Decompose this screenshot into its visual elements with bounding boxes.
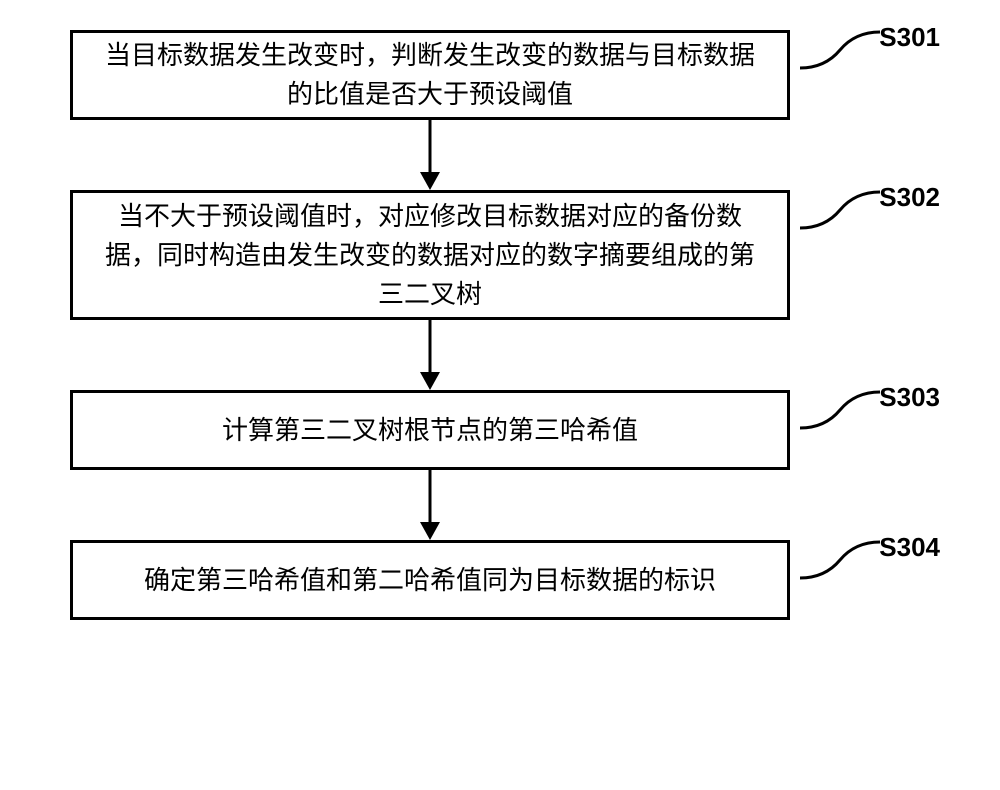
step-connector bbox=[800, 390, 880, 432]
step-box-s302: 当不大于预设阈值时，对应修改目标数据对应的备份数据，同时构造由发生改变的数据对应… bbox=[70, 190, 790, 320]
step-text: 确定第三哈希值和第二哈希值同为目标数据的标识 bbox=[144, 561, 716, 600]
flowchart-arrow bbox=[70, 470, 790, 540]
step-label: S301 bbox=[879, 22, 940, 53]
down-arrow-icon bbox=[410, 320, 450, 390]
step-text: 计算第三二叉树根节点的第三哈希值 bbox=[222, 411, 638, 450]
step-label: S303 bbox=[879, 382, 940, 413]
flowchart-step: 当不大于预设阈值时，对应修改目标数据对应的备份数据，同时构造由发生改变的数据对应… bbox=[70, 190, 940, 320]
step-text: 当不大于预设阈值时，对应修改目标数据对应的备份数据，同时构造由发生改变的数据对应… bbox=[93, 197, 767, 314]
step-connector bbox=[800, 540, 880, 582]
step-label: S304 bbox=[879, 532, 940, 563]
down-arrow-icon bbox=[410, 470, 450, 540]
step-label: S302 bbox=[879, 182, 940, 213]
step-box-s303: 计算第三二叉树根节点的第三哈希值 bbox=[70, 390, 790, 470]
step-connector bbox=[800, 30, 880, 72]
connector-curve-icon bbox=[800, 190, 880, 232]
flowchart-arrow bbox=[70, 320, 790, 390]
step-box-s301: 当目标数据发生改变时，判断发生改变的数据与目标数据的比值是否大于预设阈值 bbox=[70, 30, 790, 120]
flowchart-arrow bbox=[70, 120, 790, 190]
down-arrow-icon bbox=[410, 120, 450, 190]
flowchart-step: 确定第三哈希值和第二哈希值同为目标数据的标识 S304 bbox=[70, 540, 940, 620]
connector-curve-icon bbox=[800, 540, 880, 582]
connector-curve-icon bbox=[800, 390, 880, 432]
connector-curve-icon bbox=[800, 30, 880, 72]
flowchart-step: 当目标数据发生改变时，判断发生改变的数据与目标数据的比值是否大于预设阈值 S30… bbox=[70, 30, 940, 120]
step-text: 当目标数据发生改变时，判断发生改变的数据与目标数据的比值是否大于预设阈值 bbox=[93, 36, 767, 114]
step-box-s304: 确定第三哈希值和第二哈希值同为目标数据的标识 bbox=[70, 540, 790, 620]
flowchart-step: 计算第三二叉树根节点的第三哈希值 S303 bbox=[70, 390, 940, 470]
flowchart-container: 当目标数据发生改变时，判断发生改变的数据与目标数据的比值是否大于预设阈值 S30… bbox=[70, 30, 940, 620]
step-connector bbox=[800, 190, 880, 232]
